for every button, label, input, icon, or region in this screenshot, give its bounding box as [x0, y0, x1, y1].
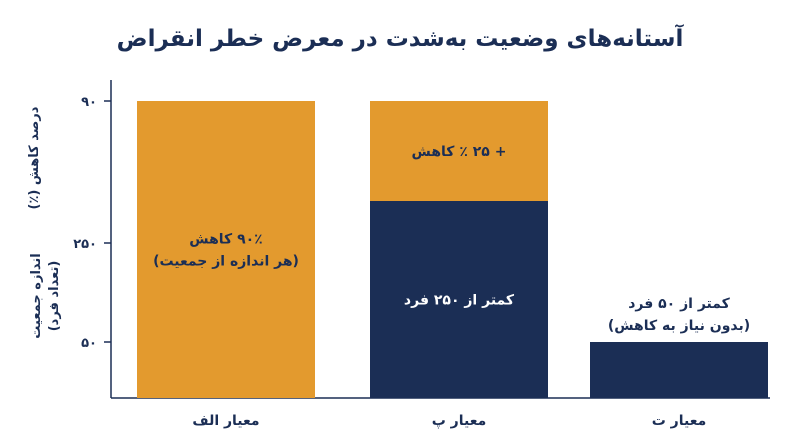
y-axis-label-population-unit: (تعداد فرد): [47, 261, 62, 332]
bar-segment-population: [590, 342, 768, 398]
x-category-label: معیار الف: [192, 413, 259, 429]
bar-data-label: + ۲۵ ٪ کاهش: [412, 144, 507, 160]
bar-annotation: کمتر از ۵۰ فرد: [628, 296, 730, 312]
y-axis-label-decline: درصد کاهش (٪): [27, 106, 42, 209]
bar-segment-decline: [370, 101, 548, 201]
category-labels: معیار الف معیار پ معیار ت: [192, 413, 706, 429]
y-tick-label: ۹۰: [81, 95, 97, 110]
y-tick-label: ۲۵۰: [73, 237, 97, 252]
bars: ۹۰٪ کاهش (هر اندازه از جمعیت) کمتر از ۲۵۰ …: [137, 101, 768, 398]
bar-segment-population: [370, 201, 548, 398]
y-axis-label-population: اندازه جمعیت: [29, 253, 44, 338]
bar-data-label: (هر اندازه از جمعیت): [153, 254, 299, 270]
x-category-label: معیار پ: [432, 413, 487, 429]
y-tick-label: ۵۰: [81, 336, 97, 351]
chart-title: آستانه‌های وضعیت به‌شدت در معرض خطر انقر…: [117, 23, 685, 52]
bar-data-label: کمتر از ۲۵۰ فرد: [404, 293, 515, 309]
y-ticks: ۹۰ ۲۵۰ ۵۰: [73, 95, 111, 351]
bar-annotation: (بدون نیاز به کاهش): [608, 318, 750, 334]
x-category-label: معیار ت: [652, 413, 707, 429]
bar-data-label: ۹۰٪ کاهش: [189, 232, 262, 248]
bar-segment-decline: [137, 101, 315, 398]
